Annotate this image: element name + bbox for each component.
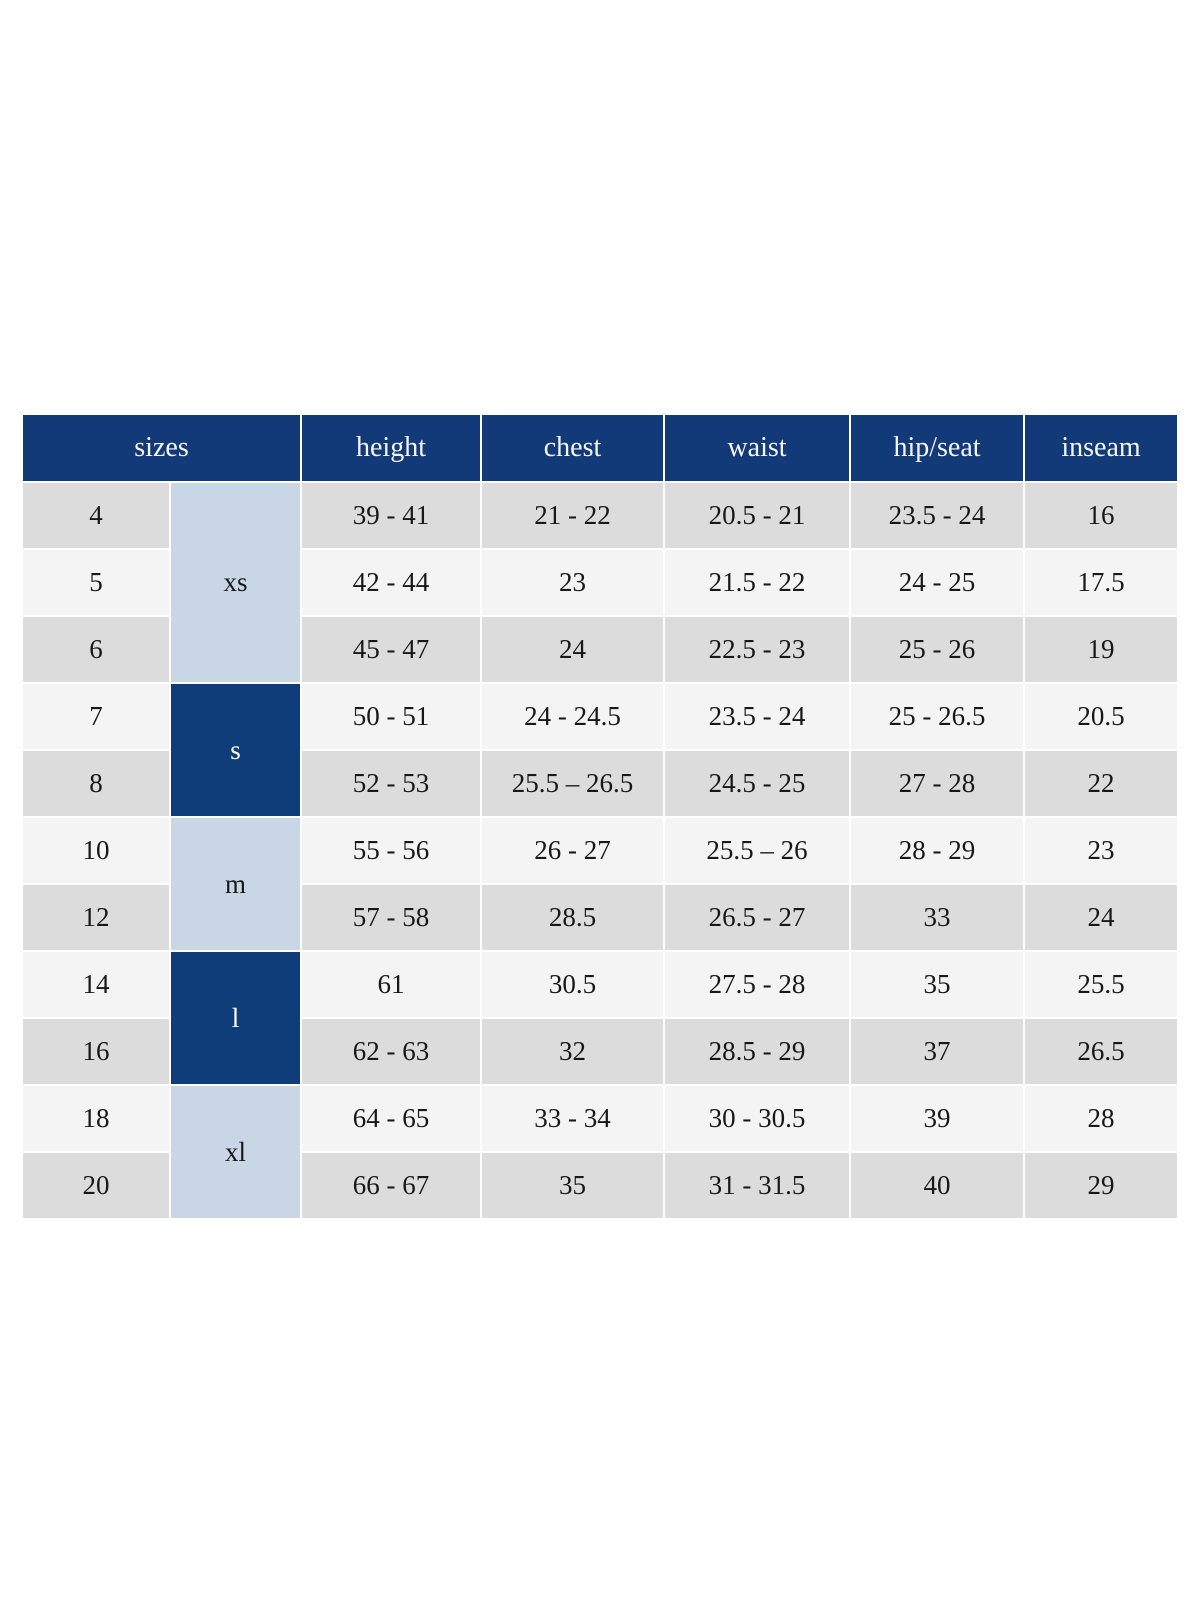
inseam-cell: 22 [1023,749,1179,818]
hip-seat-cell: 27 - 28 [849,749,1025,818]
height-cell: 39 - 41 [300,481,482,550]
chest-cell: 35 [480,1151,665,1220]
hip-seat-cell: 23.5 - 24 [849,481,1025,550]
table-row-size-10: 10 m 55 - 56 26 - 27 25.5 – 26 28 - 29 2… [21,816,1179,952]
chest-cell: 33 - 34 [480,1084,665,1153]
size-cell: 8 [21,749,171,818]
size-cell: 12 [21,883,171,952]
size-group-s: s [169,682,302,818]
size-group-xl: xl [169,1084,302,1220]
inseam-cell: 16 [1023,481,1179,550]
table-row-size-16: 16 62 - 63 32 28.5 - 29 37 26.5 [21,1017,1179,1086]
chest-cell: 28.5 [480,883,665,952]
chest-cell: 24 [480,615,665,684]
table-row-size-5: 5 42 - 44 23 21.5 - 22 24 - 25 17.5 [21,548,1179,617]
inseam-cell: 29 [1023,1151,1179,1220]
height-cell: 66 - 67 [300,1151,482,1220]
waist-cell: 25.5 – 26 [663,816,851,885]
inseam-cell: 28 [1023,1084,1179,1153]
inseam-cell: 26.5 [1023,1017,1179,1086]
header-waist: waist [663,413,851,483]
hip-seat-cell: 37 [849,1017,1025,1086]
height-cell: 61 [300,950,482,1019]
waist-cell: 30 - 30.5 [663,1084,851,1153]
table-row-size-20: 20 66 - 67 35 31 - 31.5 40 29 [21,1151,1179,1220]
chest-cell: 24 - 24.5 [480,682,665,751]
height-cell: 45 - 47 [300,615,482,684]
table-row-size-8: 8 52 - 53 25.5 – 26.5 24.5 - 25 27 - 28 … [21,749,1179,818]
header-hip-seat: hip/seat [849,413,1025,483]
waist-cell: 21.5 - 22 [663,548,851,617]
height-cell: 52 - 53 [300,749,482,818]
waist-cell: 22.5 - 23 [663,615,851,684]
header-row: sizes height chest waist hip/seat inseam [21,413,1179,483]
size-cell: 7 [21,682,171,751]
size-group-m: m [169,816,302,952]
hip-seat-cell: 24 - 25 [849,548,1025,617]
header-height: height [300,413,482,483]
waist-cell: 23.5 - 24 [663,682,851,751]
size-group-l: l [169,950,302,1086]
size-cell: 4 [21,481,171,550]
size-cell: 10 [21,816,171,885]
height-cell: 57 - 58 [300,883,482,952]
hip-seat-cell: 25 - 26.5 [849,682,1025,751]
inseam-cell: 23 [1023,816,1179,885]
height-cell: 50 - 51 [300,682,482,751]
hip-seat-cell: 25 - 26 [849,615,1025,684]
chest-cell: 32 [480,1017,665,1086]
height-cell: 55 - 56 [300,816,482,885]
table-row-size-4: 4 xs 39 - 41 21 - 22 20.5 - 21 23.5 - 24… [21,481,1179,684]
size-cell: 14 [21,950,171,1019]
chest-cell: 21 - 22 [480,481,665,550]
inseam-cell: 19 [1023,615,1179,684]
hip-seat-cell: 35 [849,950,1025,1019]
size-cell: 16 [21,1017,171,1086]
size-chart-table: sizes height chest waist hip/seat inseam… [21,413,1179,1220]
table-row-size-12: 12 57 - 58 28.5 26.5 - 27 33 24 [21,883,1179,952]
chest-cell: 25.5 – 26.5 [480,749,665,818]
header-sizes: sizes [21,413,302,483]
waist-cell: 20.5 - 21 [663,481,851,550]
table-row-size-18: 18 xl 64 - 65 33 - 34 30 - 30.5 39 28 [21,1084,1179,1220]
size-cell: 5 [21,548,171,617]
size-cell: 6 [21,615,171,684]
waist-cell: 26.5 - 27 [663,883,851,952]
hip-seat-cell: 40 [849,1151,1025,1220]
height-cell: 42 - 44 [300,548,482,617]
hip-seat-cell: 39 [849,1084,1025,1153]
size-cell: 20 [21,1151,171,1220]
inseam-cell: 25.5 [1023,950,1179,1019]
header-chest: chest [480,413,665,483]
chest-cell: 26 - 27 [480,816,665,885]
inseam-cell: 24 [1023,883,1179,952]
table-row-size-14: 14 l 61 30.5 27.5 - 28 35 25.5 [21,950,1179,1086]
table-row-size-6: 6 45 - 47 24 22.5 - 23 25 - 26 19 [21,615,1179,684]
hip-seat-cell: 33 [849,883,1025,952]
waist-cell: 24.5 - 25 [663,749,851,818]
header-inseam: inseam [1023,413,1179,483]
height-cell: 64 - 65 [300,1084,482,1153]
inseam-cell: 17.5 [1023,548,1179,617]
hip-seat-cell: 28 - 29 [849,816,1025,885]
inseam-cell: 20.5 [1023,682,1179,751]
size-cell: 18 [21,1084,171,1153]
size-group-xs: xs [169,481,302,684]
waist-cell: 31 - 31.5 [663,1151,851,1220]
height-cell: 62 - 63 [300,1017,482,1086]
table-row-size-7: 7 s 50 - 51 24 - 24.5 23.5 - 24 25 - 26.… [21,682,1179,818]
waist-cell: 27.5 - 28 [663,950,851,1019]
chest-cell: 23 [480,548,665,617]
waist-cell: 28.5 - 29 [663,1017,851,1086]
chest-cell: 30.5 [480,950,665,1019]
